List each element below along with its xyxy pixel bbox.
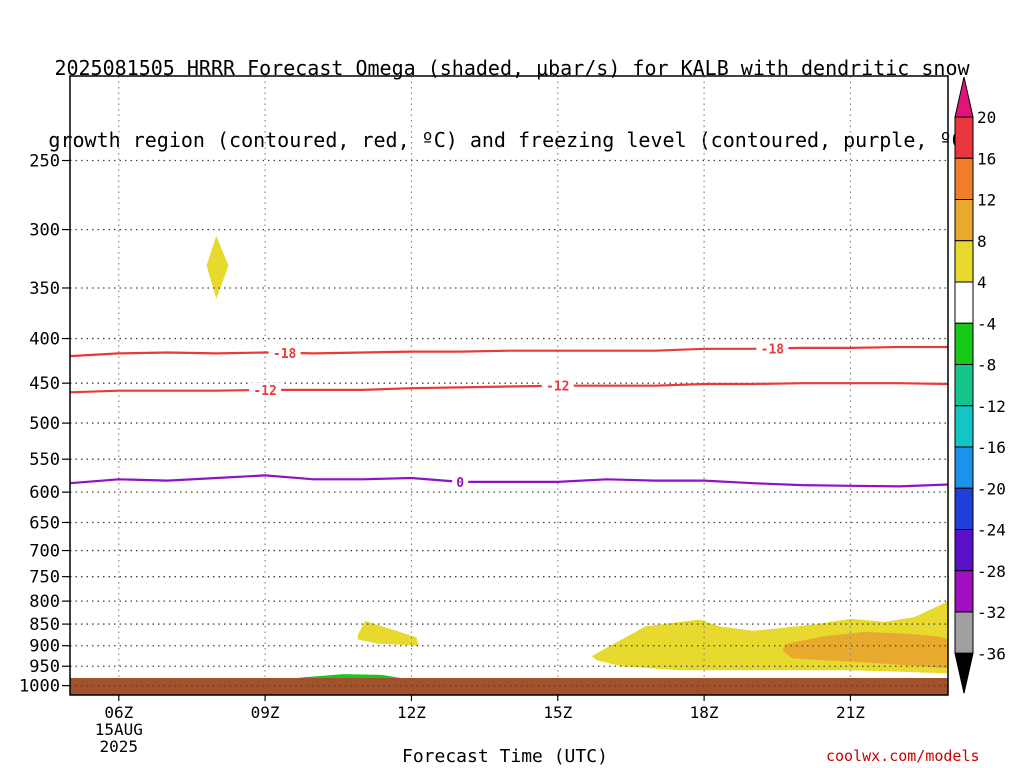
colorbar-label--16: -16 xyxy=(977,438,1006,457)
colorbar-bin-8 xyxy=(954,405,974,448)
colorbar-bin-12 xyxy=(954,570,974,613)
colorbar-top-arrow xyxy=(954,76,974,118)
colorbar-bin-7 xyxy=(954,364,974,407)
omega-region-2 xyxy=(357,621,419,646)
contour-label-bg xyxy=(249,382,282,397)
colorbar: 20 16 12 8 4 -4 -8 -12 -16 -20 -24 -28 -32 -36 xyxy=(954,76,1006,694)
y-tick-label-300: 300 xyxy=(29,221,60,241)
y-tick-label-650: 650 xyxy=(29,513,60,533)
colorbar-bin-10 xyxy=(954,487,974,530)
chart-title-line-2: growth region (contoured, red, ºC) and f… xyxy=(48,128,976,152)
contour-label-0: 0 xyxy=(456,476,464,491)
colorbar-label-4: 4 xyxy=(977,273,987,292)
omega-region-1 xyxy=(206,235,229,299)
y-tick-label-700: 700 xyxy=(29,542,60,562)
grid-lines xyxy=(70,76,948,687)
contour-label-bg xyxy=(541,378,574,393)
x-tick-label-21Z: 21Z xyxy=(836,703,865,722)
y-tick-label-450: 450 xyxy=(29,374,60,394)
colorbar-label-16: 16 xyxy=(977,149,996,168)
ground-bar xyxy=(70,678,948,695)
contour-label--18: -18 xyxy=(761,342,785,357)
contour-label--12: -12 xyxy=(546,380,569,395)
colorbar-label-20: 20 xyxy=(977,108,996,127)
x-tick-label-15Z: 15Z xyxy=(543,703,572,722)
colorbar-label--36: -36 xyxy=(977,644,1006,663)
date-label-1: 15AUG xyxy=(95,720,143,739)
colorbar-label--28: -28 xyxy=(977,562,1006,581)
ground-layer xyxy=(70,678,948,695)
y-tick-label-500: 500 xyxy=(29,414,60,434)
credit-link[interactable]: coolwx.com/models xyxy=(826,747,980,765)
y-tick-label-950: 950 xyxy=(29,657,60,677)
y-tick-label-750: 750 xyxy=(29,568,60,588)
colorbar-bin-3 xyxy=(954,199,974,242)
colorbar-label--4: -4 xyxy=(977,314,996,333)
y-tick-label-550: 550 xyxy=(29,450,60,470)
colorbar-bin-13 xyxy=(954,611,974,654)
colorbar-bin-6 xyxy=(954,322,974,365)
colorbar-label-12: 12 xyxy=(977,191,996,210)
contour-lines: -18 -18 -12 -12 0 xyxy=(69,341,949,491)
colorbar-bin-2 xyxy=(954,157,974,200)
contour-label--18: -18 xyxy=(273,347,297,362)
contour-label-bg xyxy=(756,341,789,356)
contour-label-bg xyxy=(452,474,469,489)
y-tick-label-800: 800 xyxy=(29,592,60,612)
date-label-2: 2025 xyxy=(100,737,139,756)
colorbar-bin-1 xyxy=(954,116,974,159)
y-tick-label-600: 600 xyxy=(29,483,60,503)
omega-region-4 xyxy=(782,632,948,669)
x-axis-title: Forecast Time (UTC) xyxy=(402,746,608,767)
y-tick-label-250: 250 xyxy=(29,152,60,172)
colorbar-label--20: -20 xyxy=(977,479,1006,498)
contour-line--18 xyxy=(69,345,948,358)
colorbar-bin-5 xyxy=(954,281,974,324)
y-tick-label-850: 850 xyxy=(29,615,60,635)
y-tick-label-350: 350 xyxy=(29,279,60,299)
colorbar-label--24: -24 xyxy=(977,521,1006,540)
colorbar-label--12: -12 xyxy=(977,397,1006,416)
colorbar-bin-11 xyxy=(954,529,974,572)
plot-frame xyxy=(69,75,949,696)
x-tick-label-06Z: 06Z xyxy=(104,703,133,722)
contour-line--12 xyxy=(69,382,949,394)
colorbar-label--32: -32 xyxy=(977,603,1006,622)
y-tick-label-1000: 1000 xyxy=(19,677,60,697)
contour-label--12: -12 xyxy=(253,384,276,399)
colorbar-label--8: -8 xyxy=(977,356,996,375)
y-tick-label-400: 400 xyxy=(29,330,60,350)
x-tick-label-09Z: 09Z xyxy=(251,703,280,722)
omega-shading xyxy=(133,235,948,687)
colorbar-bin-4 xyxy=(954,240,974,283)
colorbar-label-8: 8 xyxy=(977,232,987,251)
y-tick-label-900: 900 xyxy=(29,637,60,657)
plot-axes: 2503003504004505005506006507007508008509… xyxy=(19,75,949,756)
x-tick-label-12Z: 12Z xyxy=(397,703,426,722)
contour-line-0 xyxy=(69,474,949,488)
colorbar-bin-9 xyxy=(954,446,974,489)
contour-label-bg xyxy=(268,345,301,360)
colorbar-bottom-arrow xyxy=(954,652,974,694)
x-tick-label-18Z: 18Z xyxy=(690,703,719,722)
